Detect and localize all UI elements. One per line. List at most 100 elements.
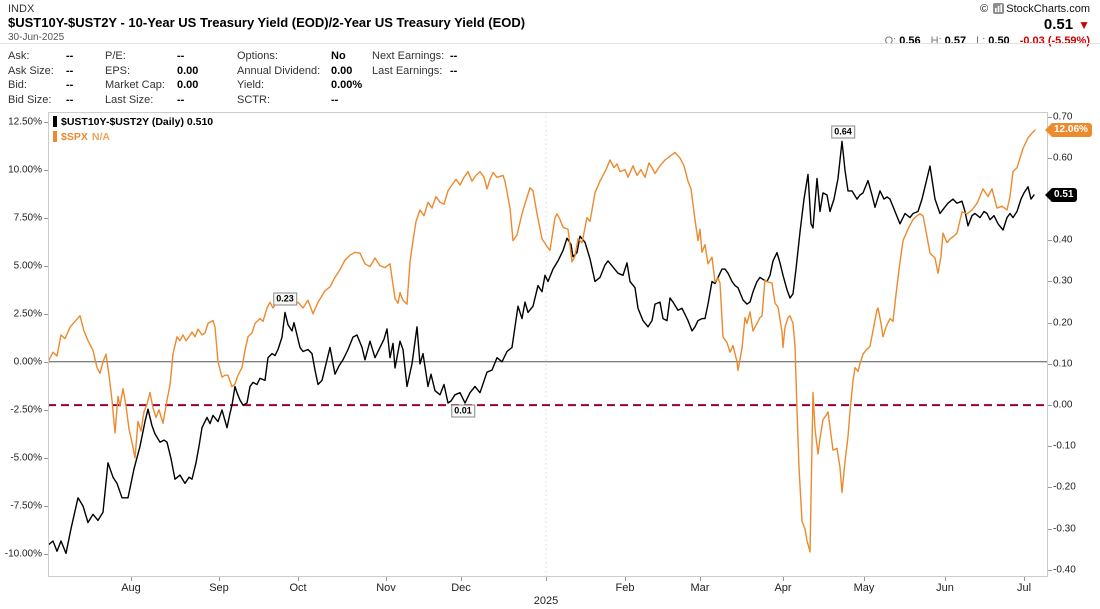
header-right: © StockCharts.com 0.51 ▼ O: 0.56 H: 0.57 L: 0.… — [875, 2, 1090, 48]
quote-row: Bid: -- — [8, 78, 73, 93]
series-line--ust10y-ust2y — [48, 140, 1035, 555]
quote-row: Options: No — [237, 49, 362, 64]
y-axis-label-right: 0.70 — [1053, 111, 1073, 123]
y-axis-label-right: -0.40 — [1053, 564, 1076, 576]
quote-label: Last Size: — [105, 93, 154, 106]
y-axis-label-left: -7.50% — [10, 500, 42, 512]
plot-svg — [48, 112, 1048, 577]
ohlc-value: 0.56 — [899, 35, 921, 47]
axis-price-pill: 0.51 — [1050, 187, 1078, 202]
legend-swatch — [53, 116, 57, 127]
y-axis-label-left: 7.50% — [13, 212, 42, 224]
y-axis-label-left: 0.00% — [13, 356, 42, 368]
y-axis-tick-right — [1048, 446, 1052, 448]
x-axis-label: Sep — [209, 582, 229, 594]
quote-value: -- — [177, 50, 185, 62]
quote-value: -- — [66, 93, 74, 106]
quote-column: Next Earnings: -- Last Earnings: -- — [372, 49, 457, 78]
axis-price-pill: 12.06% — [1050, 123, 1092, 138]
x-axis-tick — [461, 577, 462, 581]
y-axis-label-right: 0.10 — [1053, 358, 1073, 370]
legend-label: $UST10Y-$UST2Y (Daily) 0.510 — [61, 115, 214, 128]
quote-label: Bid Size: — [8, 93, 52, 106]
quote-grid: Ask: -- Ask Size: -- Bid: -- Bid Size: -- P/E: --… — [0, 49, 1100, 108]
x-axis-label: May — [853, 582, 875, 594]
x-axis-label: Nov — [376, 582, 396, 594]
series-line--spx — [48, 129, 1036, 553]
quote-label: SCTR: — [237, 93, 270, 106]
quote-value: -- — [66, 50, 74, 62]
quote-label: Annual Dividend: — [237, 64, 321, 77]
y-axis-label-right: -0.30 — [1053, 523, 1076, 535]
quote-value: No — [331, 50, 346, 62]
y-axis-tick-left — [44, 265, 48, 267]
quote-row: Ask Size: -- — [8, 64, 73, 79]
quote-row: Annual Dividend: 0.00 — [237, 64, 362, 79]
x-axis-label: Jun — [936, 582, 954, 594]
last-price-line: 0.51 ▼ — [875, 16, 1090, 34]
last-price: 0.51 — [1043, 16, 1074, 33]
y-axis-label-right: 0.60 — [1053, 152, 1073, 164]
annotation-label: 0.23 — [273, 292, 297, 306]
y-axis-tick-left — [44, 553, 48, 555]
x-axis-label: Jul — [1016, 582, 1032, 594]
x-axis-year-tick — [546, 577, 547, 581]
y-axis-tick-right — [1048, 487, 1052, 489]
y-axis-label-left: -2.50% — [10, 404, 42, 416]
quote-label: EPS: — [105, 64, 131, 77]
y-axis-label-left: 2.50% — [13, 308, 42, 320]
y-axis-tick-left — [44, 217, 48, 219]
x-axis-tick — [625, 577, 626, 581]
x-axis-tick — [945, 577, 946, 581]
quote-value: -- — [450, 64, 458, 77]
change-value: -0.03 (-5.59%) — [1019, 35, 1090, 47]
y-axis-label-right: -0.20 — [1053, 481, 1076, 493]
quote-value: 0.00 — [177, 79, 199, 91]
y-axis-tick-right — [1048, 363, 1052, 365]
y-axis-tick-right — [1048, 157, 1052, 159]
y-axis-label-left: 10.00% — [8, 164, 42, 176]
y-axis-tick-left — [44, 457, 48, 459]
quote-value: -- — [450, 50, 458, 62]
legend: $UST10Y-$UST2Y (Daily) 0.510 $SPX N/A — [53, 115, 213, 145]
x-axis-tick — [1024, 577, 1025, 581]
quote-value: 0.00% — [331, 79, 363, 91]
x-axis-year-label: 2025 — [533, 595, 559, 607]
quote-row: EPS: 0.00 — [105, 64, 198, 79]
quote-label: Options: — [237, 50, 278, 62]
header-divider — [0, 43, 1100, 44]
x-axis-tick — [864, 577, 865, 581]
annotation-label: 0.01 — [451, 404, 475, 418]
x-axis-label: Mar — [690, 582, 710, 594]
copyright-symbol: © — [980, 3, 989, 15]
y-axis-label-right: -0.10 — [1053, 440, 1076, 452]
quote-label: Yield: — [237, 79, 265, 91]
y-axis-tick-left — [44, 313, 48, 315]
y-axis-tick-right — [1048, 240, 1052, 242]
plot-border — [48, 112, 1048, 577]
quote-label: Ask: — [8, 50, 30, 62]
ohlc-label: L: — [976, 35, 986, 47]
y-axis-tick-right — [1048, 528, 1052, 530]
legend-item: $UST10Y-$UST2Y (Daily) 0.510 — [53, 115, 213, 128]
ohlc-value: 0.57 — [944, 35, 967, 47]
ohlc-label: O: — [884, 35, 897, 47]
y-axis-tick-left — [44, 121, 48, 123]
quote-row: P/E: -- — [105, 49, 198, 64]
x-axis-label: Oct — [289, 582, 307, 594]
quote-row: Last Earnings: -- — [372, 64, 457, 79]
y-axis-tick-right — [1048, 405, 1052, 407]
ohlc-line: O: 0.56 H: 0.57 L: 0.50 -0.03 (-5.59%) — [875, 34, 1090, 48]
y-axis-label-left: -10.00% — [4, 548, 42, 560]
down-triangle-icon: ▼ — [1078, 18, 1090, 32]
legend-swatch — [53, 131, 57, 142]
quote-value: -- — [66, 79, 74, 91]
legend-item: $SPX N/A — [53, 130, 213, 143]
x-axis-tick — [783, 577, 784, 581]
x-axis-tick — [219, 577, 220, 581]
y-axis-tick-left — [44, 505, 48, 507]
y-axis-label-right: 0.40 — [1053, 234, 1073, 246]
y-axis-tick-left — [44, 361, 48, 363]
y-axis-label-right: 0.20 — [1053, 317, 1073, 329]
